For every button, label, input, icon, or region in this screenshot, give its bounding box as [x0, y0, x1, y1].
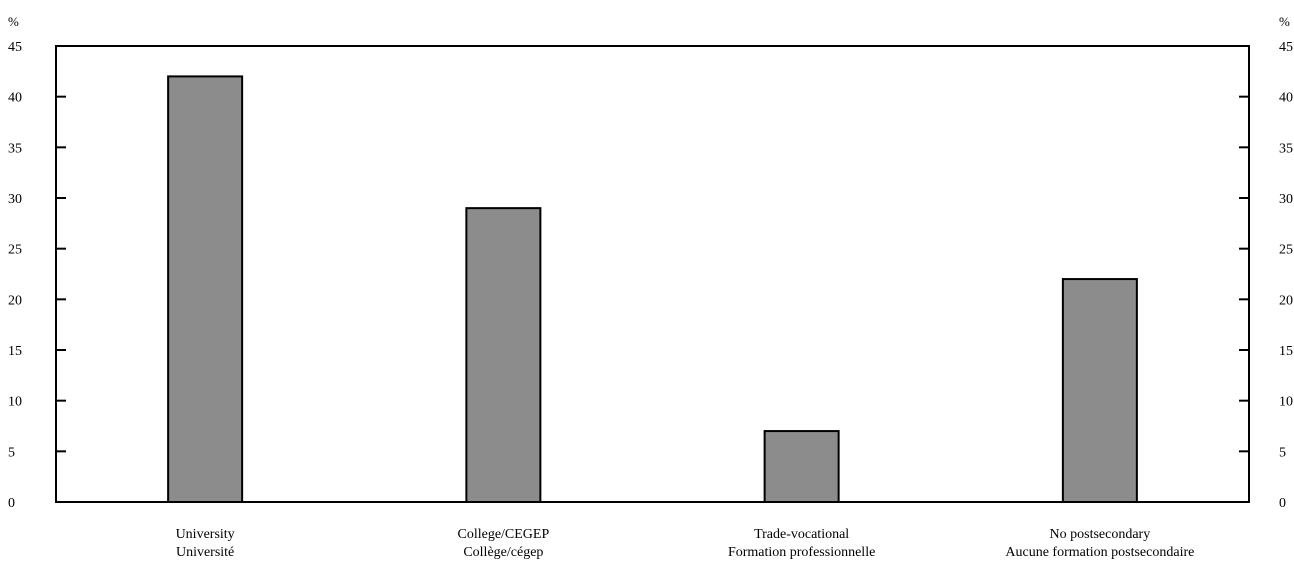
y-tick-label-left: 15 — [8, 344, 22, 359]
y-tick-label-right: 40 — [1279, 91, 1293, 106]
y-tick-label-right: 10 — [1279, 395, 1293, 410]
category-label-en: University — [176, 527, 235, 542]
y-axis-left: 0 5 10 15 20 25 30 35 40 45 — [8, 40, 66, 511]
category-label-en: College/CEGEP — [457, 527, 549, 542]
category-label-fr: Université — [176, 545, 234, 560]
y-axis-right: 0 5 10 15 20 25 30 35 40 45 — [1239, 40, 1293, 511]
y-tick-label-left: 0 — [8, 496, 15, 511]
y-tick-label-left: 20 — [8, 293, 22, 308]
y-tick-label-right: 45 — [1279, 40, 1293, 55]
bar — [1061, 278, 1138, 504]
y-tick-label-right: 25 — [1279, 243, 1293, 258]
y-axis-unit-right: % — [1279, 14, 1290, 29]
y-axis-unit-left: % — [8, 14, 19, 29]
category-label-en: Trade-vocational — [754, 527, 849, 542]
y-tick-label-right: 15 — [1279, 344, 1293, 359]
y-tick-label-left: 45 — [8, 40, 22, 55]
plot-area-frame — [55, 45, 1250, 503]
category-label-fr: Formation professionnelle — [728, 545, 875, 560]
bar-series — [167, 75, 1138, 504]
category-label-fr: Aucune formation postsecondaire — [1005, 545, 1194, 560]
bar — [167, 75, 244, 504]
y-tick-label-left: 40 — [8, 91, 22, 106]
y-tick-label-left: 25 — [8, 243, 22, 258]
y-tick-label-left: 35 — [8, 141, 22, 156]
category-label-fr: Collège/cégep — [463, 545, 543, 560]
y-tick-label-right: 0 — [1279, 496, 1286, 511]
y-tick-label-right: 30 — [1279, 192, 1293, 207]
y-tick-label-left: 5 — [8, 445, 15, 460]
bar — [763, 430, 840, 504]
y-tick-label-left: 30 — [8, 192, 22, 207]
y-tick-label-left: 10 — [8, 395, 22, 410]
bar — [465, 207, 542, 503]
y-tick-label-right: 20 — [1279, 293, 1293, 308]
y-tick-label-right: 5 — [1279, 445, 1286, 460]
category-label-en: No postsecondary — [1050, 527, 1151, 542]
x-axis-category-labels: University Université College/CEGEP Collège… — [176, 527, 1195, 560]
y-tick-label-right: 35 — [1279, 141, 1293, 156]
